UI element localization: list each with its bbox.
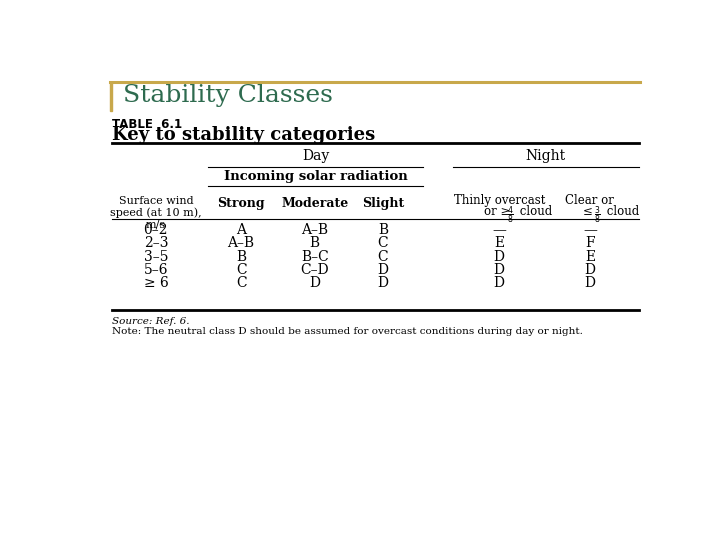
Text: D: D xyxy=(585,262,595,276)
Text: C: C xyxy=(236,262,246,276)
Text: Surface wind
speed (at 10 m),
m/s: Surface wind speed (at 10 m), m/s xyxy=(110,195,202,230)
Text: Incoming solar radiation: Incoming solar radiation xyxy=(224,170,408,183)
Text: 0–2: 0–2 xyxy=(143,224,168,238)
Text: Key to stability categories: Key to stability categories xyxy=(112,126,375,144)
Text: $\frac{3}{8}$: $\frac{3}{8}$ xyxy=(594,205,600,226)
Text: C: C xyxy=(236,276,246,289)
Text: D: D xyxy=(585,276,595,289)
Text: C–D: C–D xyxy=(300,262,329,276)
Text: E: E xyxy=(585,249,595,264)
Text: 3–5: 3–5 xyxy=(143,249,168,264)
Text: D: D xyxy=(310,276,320,289)
Text: Night: Night xyxy=(526,148,566,163)
Text: 5–6: 5–6 xyxy=(143,262,168,276)
Text: F: F xyxy=(585,237,595,251)
Text: Note: The neutral class D should be assumed for overcast conditions during day o: Note: The neutral class D should be assu… xyxy=(112,327,582,336)
Text: Clear or: Clear or xyxy=(565,194,614,207)
Text: B: B xyxy=(310,237,320,251)
Text: Strong: Strong xyxy=(217,197,265,210)
Text: or ≥: or ≥ xyxy=(484,205,514,218)
Text: —: — xyxy=(492,224,506,238)
Text: TABLE  6.1: TABLE 6.1 xyxy=(112,118,182,131)
Text: A–B: A–B xyxy=(228,237,255,251)
Text: C: C xyxy=(377,249,388,264)
Text: D: D xyxy=(377,262,389,276)
Text: $\frac{4}{8}$: $\frac{4}{8}$ xyxy=(507,205,514,226)
Text: —: — xyxy=(583,224,597,238)
Text: ≥ 6: ≥ 6 xyxy=(143,276,168,289)
Text: E: E xyxy=(494,237,504,251)
Text: Thinly overcast: Thinly overcast xyxy=(454,194,545,207)
Text: cloud: cloud xyxy=(603,205,639,218)
Text: Stability Classes: Stability Classes xyxy=(122,84,333,107)
Text: D: D xyxy=(494,249,505,264)
Text: Slight: Slight xyxy=(362,197,404,210)
Text: C: C xyxy=(377,237,388,251)
Text: B: B xyxy=(378,224,388,238)
Text: D: D xyxy=(494,262,505,276)
Text: Day: Day xyxy=(302,148,329,163)
Text: D: D xyxy=(377,276,389,289)
Text: B: B xyxy=(236,249,246,264)
Text: A–B: A–B xyxy=(301,224,328,238)
Text: A: A xyxy=(236,224,246,238)
Text: ≤: ≤ xyxy=(583,205,597,218)
Text: Moderate: Moderate xyxy=(281,197,348,210)
Text: B–C: B–C xyxy=(301,249,328,264)
Bar xyxy=(110,82,112,111)
Text: cloud: cloud xyxy=(516,205,552,218)
Text: D: D xyxy=(494,276,505,289)
Text: 2–3: 2–3 xyxy=(143,237,168,251)
Text: Source: Ref. 6.: Source: Ref. 6. xyxy=(112,316,189,326)
